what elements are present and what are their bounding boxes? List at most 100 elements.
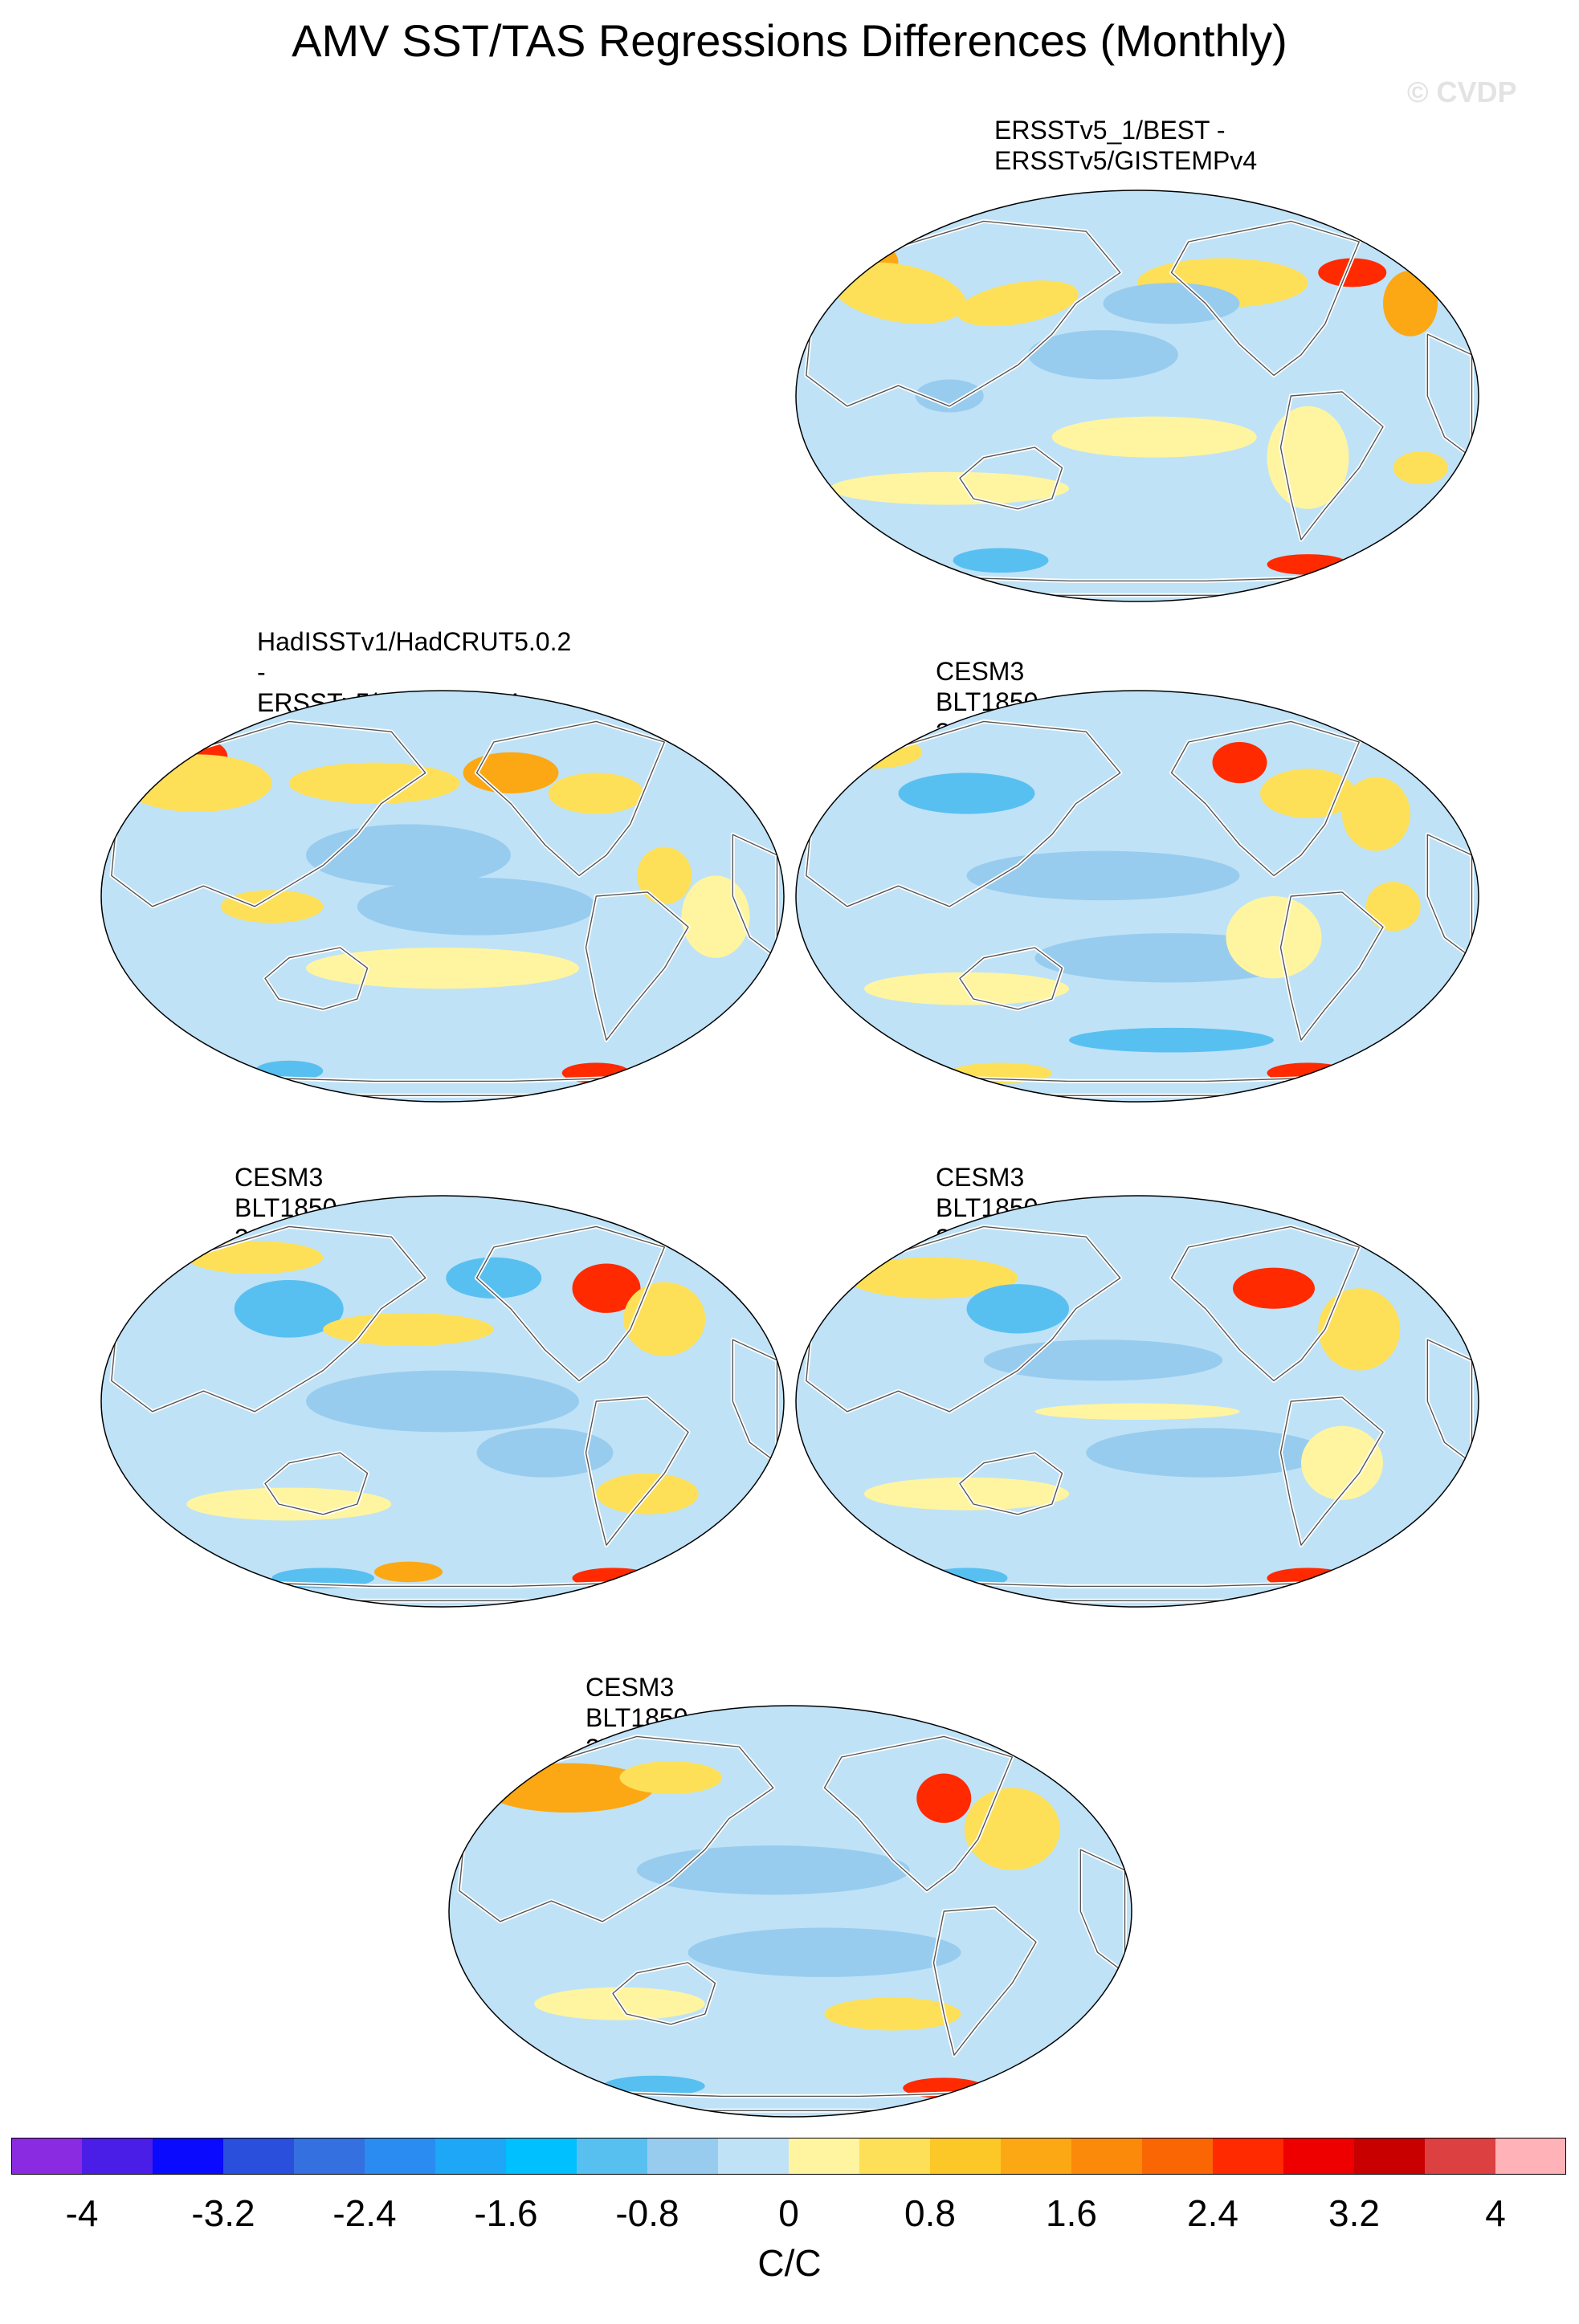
colorbar-tick-label: 0 [778, 2192, 799, 2234]
anomaly-region [1069, 1027, 1274, 1053]
figure-title: AMV SST/TAS Regressions Differences (Mon… [292, 15, 1287, 66]
coastline [823, 1735, 1013, 1892]
colorbar-swatch [223, 2138, 295, 2175]
anomaly-region [446, 1257, 542, 1299]
colorbar-swatch [1425, 2138, 1496, 2175]
colorbar-tick-label: 2.4 [1187, 2192, 1238, 2234]
anomaly-region [1301, 1425, 1383, 1500]
coastline [1279, 891, 1384, 1041]
colorbar-swatch [577, 2138, 648, 2175]
map-border [795, 190, 1479, 602]
anomaly-region [619, 1761, 722, 1795]
anomaly-region [220, 890, 324, 923]
anomaly-region [636, 1845, 910, 1895]
anomaly-region [1212, 742, 1267, 784]
colorbar-tick-label: 4 [1485, 2192, 1506, 2234]
anomaly-region [602, 2075, 705, 2097]
anomaly-region [121, 754, 272, 813]
coastline [264, 947, 369, 1010]
anomaly-region [957, 280, 1079, 327]
map-border [795, 690, 1479, 1103]
coastline [1426, 333, 1473, 459]
anomaly-region [847, 1257, 1018, 1299]
anomaly-region [1318, 258, 1387, 287]
colorbar-swatch [365, 2138, 436, 2175]
ocean-background [796, 1196, 1479, 1607]
coastline [959, 947, 1063, 1010]
anomaly-region [916, 1773, 972, 1823]
colorbar-swatch [930, 2138, 1002, 2175]
coastline [1279, 1396, 1384, 1546]
anomaly-region [476, 1428, 614, 1478]
coastline [475, 720, 665, 877]
colorbar-tick-label: 1.6 [1046, 2192, 1097, 2234]
coastline [932, 1906, 1037, 2056]
coastline [1170, 220, 1360, 377]
coastline [585, 1396, 689, 1546]
coastline [732, 1339, 778, 1464]
anomaly-region [288, 762, 460, 804]
anomaly-region [1365, 882, 1421, 932]
world-map [793, 689, 1482, 1103]
anomaly-region [1226, 896, 1322, 979]
anomaly-region [953, 548, 1049, 573]
colorbar-swatch [506, 2138, 577, 2175]
coastline [1279, 391, 1384, 540]
coastline [475, 1225, 665, 1382]
coastline [959, 1452, 1063, 1515]
colorbar-swatch [1495, 2138, 1566, 2175]
anomaly-region [898, 773, 1035, 814]
colorbar-swatch [1071, 2138, 1143, 2175]
anomaly-region [687, 1927, 961, 1977]
panel-title: ERSSTv5_1/BEST - ERSSTv5/GISTEMPv4 [994, 116, 1258, 175]
anomaly-region [1233, 1267, 1315, 1309]
map-border [100, 690, 785, 1103]
coastline [806, 220, 1121, 407]
colorbar-tick-label: 3.2 [1328, 2192, 1380, 2234]
anomaly-region [1034, 1403, 1240, 1421]
coastline [1170, 720, 1360, 877]
coastline [1170, 1225, 1360, 1382]
colorbar-swatch [435, 2138, 507, 2175]
anomaly-region [306, 1370, 579, 1433]
colorbar-swatch [1354, 2138, 1426, 2175]
coastline [264, 1452, 369, 1515]
ocean-background [796, 190, 1479, 601]
anomaly-region [1383, 270, 1438, 336]
coastline [111, 1225, 426, 1413]
anomaly-region [234, 1279, 344, 1338]
colorbar-tick-label: -0.8 [615, 2192, 679, 2234]
anomaly-region [306, 824, 511, 887]
coastline [1426, 834, 1473, 959]
anomaly-region [306, 948, 579, 989]
anomaly-region [1051, 416, 1257, 458]
colorbar-swatch [294, 2138, 365, 2175]
world-map [98, 689, 787, 1103]
anomaly-region [637, 846, 692, 905]
colorbar-swatch [11, 2138, 83, 2175]
coastline [612, 1962, 716, 2025]
coastline [806, 1225, 1121, 1413]
colorbar-tick-label: -2.4 [333, 2192, 397, 2234]
anomaly-region [824, 1997, 961, 2031]
coastline [585, 891, 689, 1041]
anomaly-region [1318, 1288, 1401, 1371]
anomaly-region [964, 1788, 1060, 1870]
anomaly-region [983, 1339, 1223, 1381]
colorbar-swatch [1213, 2138, 1284, 2175]
anomaly-region [548, 773, 644, 814]
map-border [448, 1705, 1132, 2118]
anomaly-region [819, 736, 923, 769]
anomaly-region [1393, 451, 1448, 485]
colorbar-swatch [153, 2138, 224, 2175]
watermark: © CVDP [1407, 75, 1517, 108]
anomaly-region [1028, 330, 1178, 380]
coastline [111, 720, 426, 907]
anomaly-region [966, 850, 1240, 901]
colorbar-tick-label: -3.2 [191, 2192, 255, 2234]
coastline [1079, 1849, 1126, 1974]
anomaly-region [1086, 1428, 1325, 1478]
colorbar-tick-label: 0.8 [904, 2192, 956, 2234]
map-border [100, 1195, 785, 1608]
anomaly-region [572, 1263, 641, 1313]
